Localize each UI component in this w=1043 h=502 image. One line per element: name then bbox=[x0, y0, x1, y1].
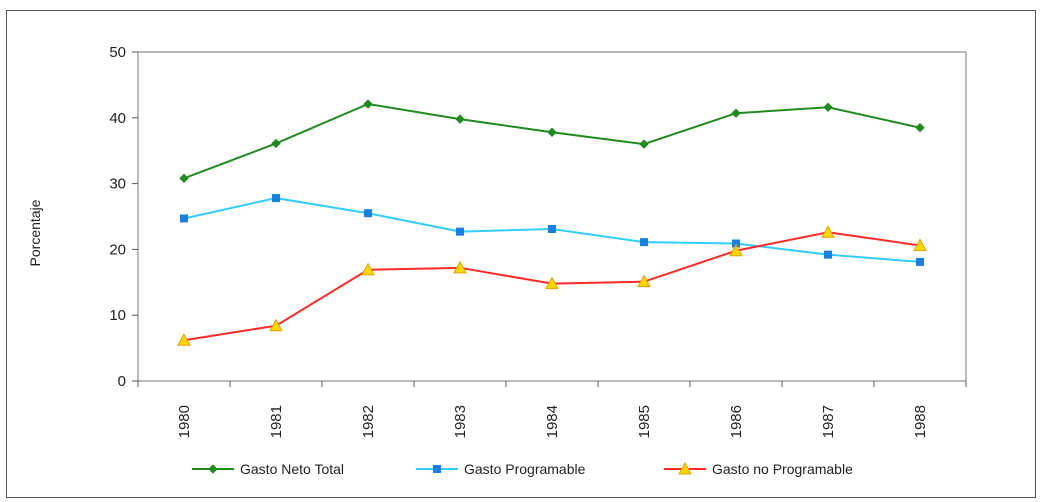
data-point bbox=[729, 243, 743, 257]
data-point bbox=[179, 173, 189, 184]
data-point bbox=[821, 225, 835, 238]
legend-label: Gasto Programable bbox=[464, 461, 586, 477]
data-point bbox=[639, 139, 649, 149]
legend-label: Gasto Neto Total bbox=[240, 461, 344, 477]
data-point bbox=[637, 274, 651, 288]
data-point bbox=[455, 114, 465, 124]
x-tick-label: 1984 bbox=[544, 405, 561, 438]
data-point bbox=[364, 209, 372, 218]
data-point bbox=[916, 257, 924, 266]
legend-marker bbox=[678, 461, 692, 475]
series-line bbox=[183, 102, 921, 180]
data-point bbox=[456, 227, 464, 236]
data-point bbox=[824, 250, 832, 259]
chart-frame bbox=[6, 10, 1036, 498]
data-point bbox=[640, 238, 648, 247]
plot-area bbox=[137, 51, 967, 382]
y-axis-label: Porcentaje bbox=[27, 199, 43, 266]
x-tick-label: 1981 bbox=[268, 405, 285, 438]
x-tick-label: 1985 bbox=[636, 405, 653, 438]
data-point bbox=[548, 225, 556, 234]
legend-item: Gasto Neto Total bbox=[192, 461, 344, 477]
data-point bbox=[913, 238, 927, 251]
data-point bbox=[272, 194, 280, 203]
y-tick-label: 20 bbox=[109, 241, 126, 258]
data-point bbox=[361, 262, 375, 276]
data-point bbox=[271, 138, 281, 149]
y-tick-label: 50 bbox=[109, 44, 126, 61]
legend-marker bbox=[208, 464, 218, 474]
series-layer bbox=[177, 99, 927, 346]
x-tick-label: 1980 bbox=[176, 405, 193, 438]
data-point bbox=[823, 102, 833, 112]
legend-item: Gasto no Programable bbox=[664, 461, 853, 477]
x-tick-label: 1983 bbox=[452, 405, 469, 438]
data-point bbox=[180, 214, 188, 223]
y-tick-label: 30 bbox=[109, 176, 126, 193]
legend-item: Gasto Programable bbox=[416, 461, 586, 477]
series-1 bbox=[179, 99, 925, 184]
y-tick-label: 10 bbox=[109, 307, 126, 324]
data-point bbox=[547, 127, 557, 137]
x-tick-label: 1986 bbox=[728, 405, 745, 438]
x-axis: 1980 1981 1982 1983 1984 1985 1986 1987 1988 bbox=[137, 381, 967, 438]
data-point bbox=[731, 108, 741, 118]
data-point bbox=[269, 318, 283, 332]
legend: Gasto Neto Total Gasto Programable Gasto n… bbox=[192, 461, 853, 477]
x-tick-label: 1982 bbox=[360, 405, 377, 438]
y-axis: 0 10 20 30 40 50 bbox=[109, 44, 967, 390]
y-tick-label: 0 bbox=[118, 373, 126, 390]
data-point bbox=[453, 260, 467, 274]
data-point bbox=[177, 333, 191, 346]
legend-label: Gasto no Programable bbox=[712, 461, 853, 477]
y-tick-label: 40 bbox=[109, 110, 126, 127]
series-3 bbox=[177, 225, 927, 346]
x-tick-label: 1988 bbox=[912, 405, 929, 438]
data-point bbox=[545, 276, 559, 290]
legend-marker bbox=[433, 465, 441, 473]
series-2 bbox=[180, 194, 924, 266]
data-point bbox=[915, 122, 925, 133]
data-point bbox=[363, 99, 373, 109]
x-tick-label: 1987 bbox=[820, 405, 837, 438]
